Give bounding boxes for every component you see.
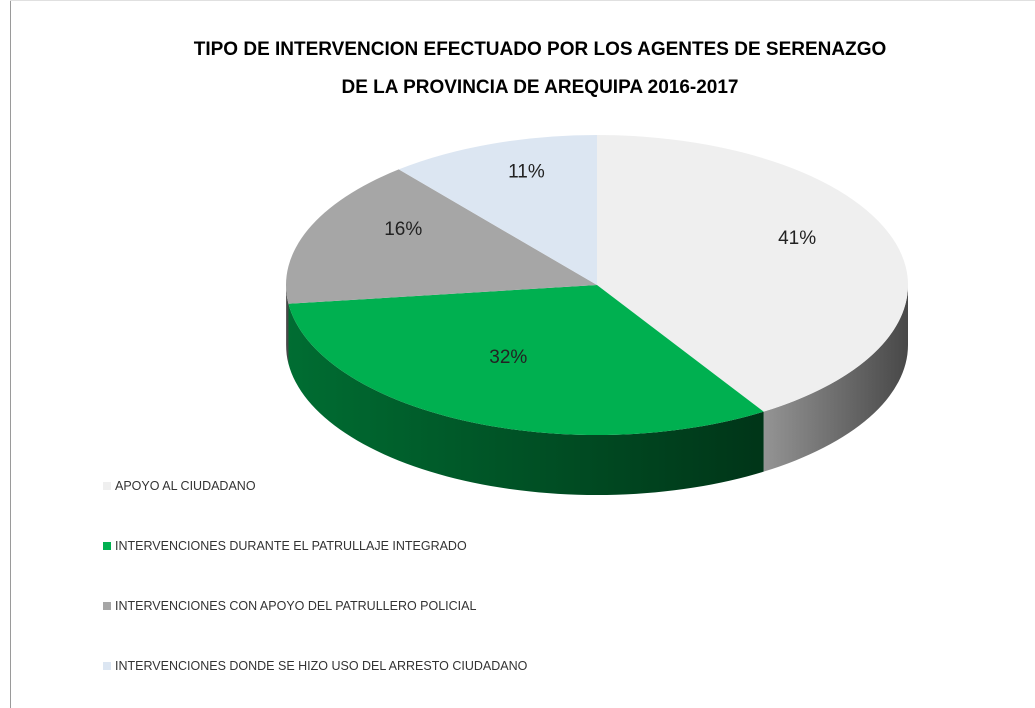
legend-label: INTERVENCIONES DONDE SE HIZO USO DEL ARR… bbox=[115, 659, 528, 673]
chart-title: TIPO DE INTERVENCION EFECTUADO POR LOS A… bbox=[194, 39, 887, 60]
value-label: 41% bbox=[778, 228, 816, 249]
slice bbox=[286, 169, 597, 304]
legend-label: INTERVENCIONES DURANTE EL PATRULLAJE INT… bbox=[115, 539, 467, 553]
slice-side bbox=[286, 285, 289, 364]
legend-item: APOYO AL CIUDADANO bbox=[103, 476, 543, 536]
legend-item: INTERVENCIONES CON APOYO DEL PATRULLERO … bbox=[103, 596, 543, 656]
slice-side bbox=[763, 285, 909, 472]
legend-swatch bbox=[103, 662, 111, 670]
legend-swatch bbox=[103, 482, 111, 490]
legend-label: APOYO AL CIUDADANO bbox=[115, 479, 256, 493]
legend-item: INTERVENCIONES DURANTE EL PATRULLAJE INT… bbox=[103, 536, 543, 596]
legend: APOYO AL CIUDADANO INTERVENCIONES DURANTE… bbox=[103, 476, 543, 708]
legend-swatch bbox=[103, 602, 111, 610]
slice-side bbox=[288, 303, 764, 496]
value-label: 32% bbox=[489, 347, 527, 368]
legend-label: INTERVENCIONES CON APOYO DEL PATRULLERO … bbox=[115, 599, 477, 613]
legend-item: INTERVENCIONES DONDE SE HIZO USO DEL ARR… bbox=[103, 656, 543, 708]
slice bbox=[398, 135, 597, 285]
slice bbox=[288, 285, 764, 436]
value-label: 11% bbox=[508, 161, 545, 182]
value-label: 16% bbox=[384, 219, 422, 240]
chart-title: DE LA PROVINCIA DE AREQUIPA 2016-2017 bbox=[342, 77, 739, 98]
slice bbox=[597, 135, 909, 412]
legend-swatch bbox=[103, 542, 111, 550]
